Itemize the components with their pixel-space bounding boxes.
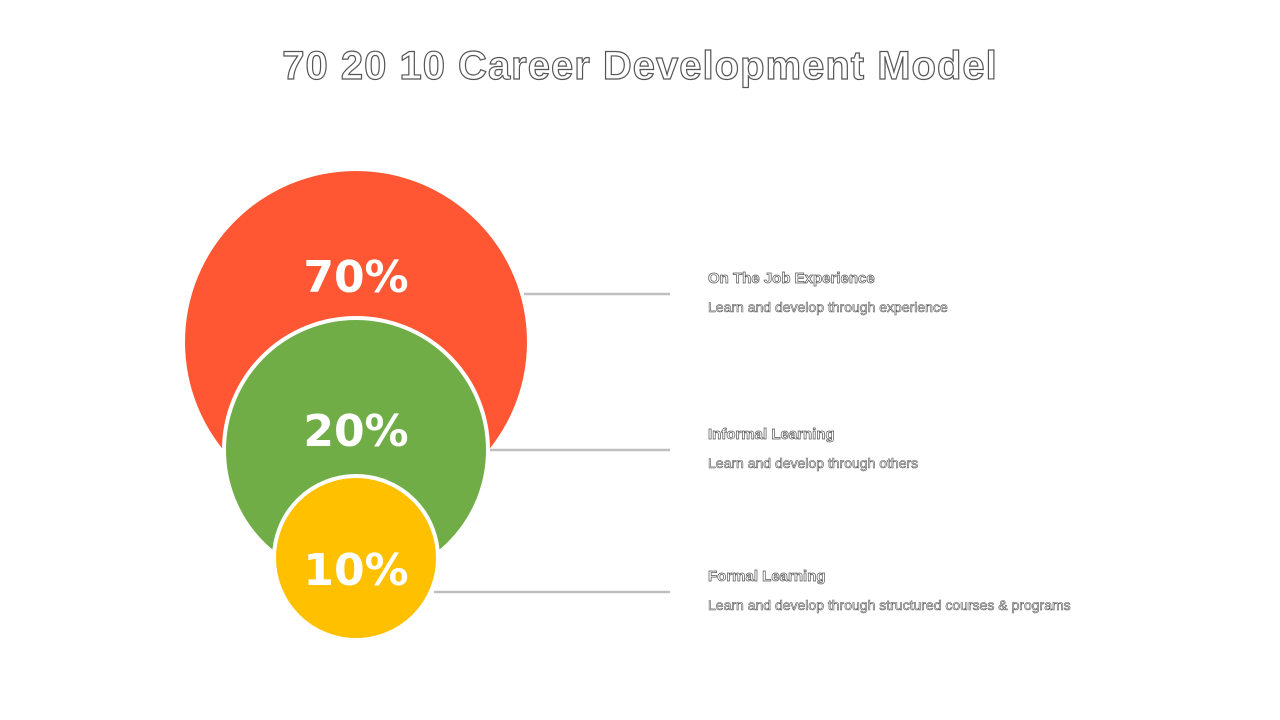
segment-item-10: Formal Learning Learn and develop throug… [708,568,1228,614]
segment-description: Learn and develop through others [708,455,919,472]
segment-title: Informal Learning [708,426,835,444]
segment-item-20: Informal Learning Learn and develop thro… [708,426,1228,472]
percent-label-10: 10% [303,545,408,596]
segment-title: Formal Learning [708,568,826,586]
circle-10 [272,474,440,642]
percent-label-70: 70% [303,252,408,303]
page-title: 70 20 10 Career Development Model [282,43,998,88]
percent-label-20: 20% [303,406,408,457]
segment-title: On The Job Experience [708,270,875,288]
segment-item-70: On The Job Experience Learn and develop … [708,270,1228,316]
segment-description: Learn and develop through structured cou… [708,597,1071,614]
segment-description: Learn and develop through experience [708,299,948,316]
